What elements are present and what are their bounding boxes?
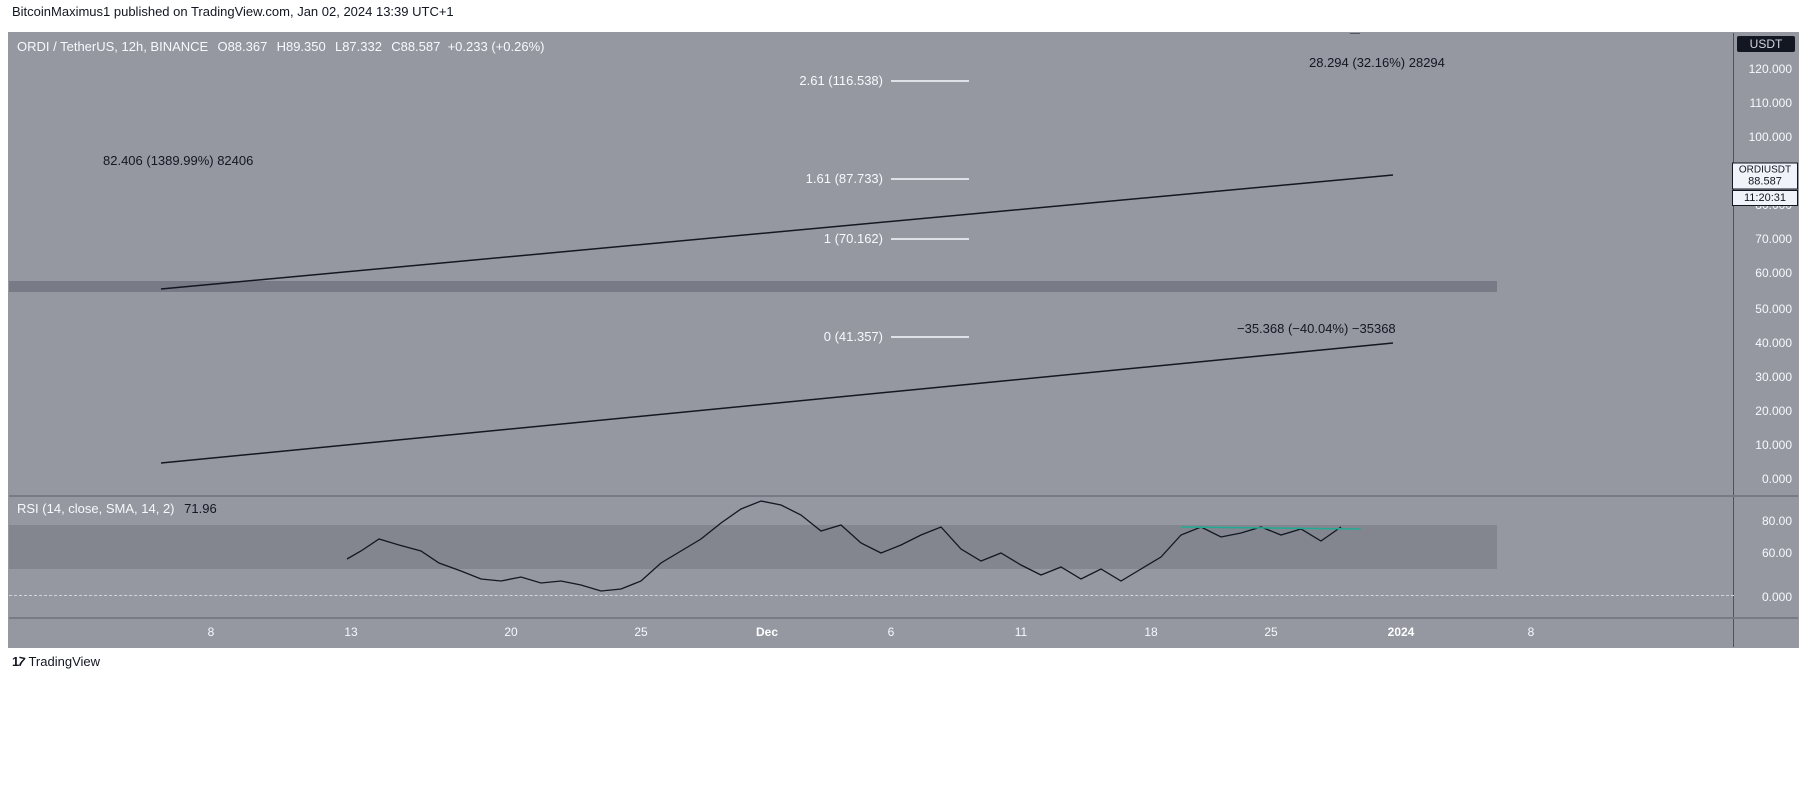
time-tick: 25 — [1264, 625, 1277, 639]
fib-label: 1.61 (87.733) — [806, 171, 883, 186]
price-chart[interactable]: ORDI / TetherUS, 12h, BINANCE O88.367 H8… — [9, 33, 1798, 495]
time-axis[interactable]: 8 13 20 25 Dec 6 11 18 25 2024 8 — [9, 617, 1798, 647]
price-tick: 100.000 — [1749, 130, 1792, 144]
rsi-tick: 80.00 — [1762, 514, 1792, 528]
time-tick: 8 — [208, 625, 215, 639]
chart-container: ORDI / TetherUS, 12h, BINANCE O88.367 H8… — [8, 32, 1799, 648]
price-tick: 120.000 — [1749, 62, 1792, 76]
price-tick: 10.000 — [1755, 438, 1792, 452]
time-tick: Dec — [756, 625, 778, 639]
measurement-label: 82.406 (1389.99%) 82406 — [103, 153, 253, 168]
price-badge: ORDIUSDT88.587 — [1732, 163, 1798, 190]
time-tick: 2024 — [1388, 625, 1415, 639]
price-axis-unit: USDT — [1737, 36, 1795, 52]
time-tick: 25 — [634, 625, 647, 639]
rsi-svg — [9, 497, 1497, 617]
time-tick: 11 — [1015, 625, 1027, 639]
price-tick: 110.000 — [1750, 96, 1793, 110]
measurement-label: 28.294 (32.16%) 28294 — [1309, 55, 1445, 70]
fib-label: 0 (41.357) — [824, 329, 883, 344]
price-tick: 70.000 — [1755, 232, 1792, 246]
price-axis[interactable]: USDT 120.000110.000100.00090.00080.00070… — [1733, 33, 1798, 495]
rsi-chart[interactable]: RSI (14, close, SMA, 14, 2) 71.96 80.006… — [9, 495, 1798, 617]
footer: 17 TradingView — [0, 648, 1807, 675]
price-tick: 0.000 — [1762, 472, 1792, 486]
fib-label: 1 (70.162) — [824, 231, 883, 246]
rsi-axis[interactable]: 80.00 60.00 0.000 — [1733, 497, 1798, 617]
rsi-midline — [9, 595, 1734, 596]
time-tick: 8 — [1528, 625, 1535, 639]
price-chart-svg — [9, 33, 1497, 495]
footer-brand: TradingView — [28, 654, 100, 669]
time-tick: 6 — [888, 625, 895, 639]
price-tick: 40.000 — [1755, 336, 1792, 350]
rsi-tick: 0.000 — [1762, 590, 1792, 604]
time-tick: 20 — [504, 625, 517, 639]
measurement-label: −35.368 (−40.04%) −35368 — [1237, 321, 1396, 336]
price-tick: 30.000 — [1755, 370, 1792, 384]
rsi-tick: 60.00 — [1762, 546, 1792, 560]
countdown-badge: 11:20:31 — [1732, 190, 1798, 206]
price-tick: 50.000 — [1755, 302, 1792, 316]
publish-header: BitcoinMaximus1 published on TradingView… — [0, 0, 1807, 32]
time-tick: 13 — [344, 625, 357, 639]
price-tick: 20.000 — [1755, 404, 1792, 418]
time-axis-corner — [1733, 619, 1798, 647]
time-tick: 18 — [1144, 625, 1157, 639]
publish-text: BitcoinMaximus1 published on TradingView… — [12, 4, 454, 19]
fib-label: 2.61 (116.538) — [799, 73, 883, 88]
tradingview-logo-icon: 17 — [12, 654, 24, 669]
price-tick: 60.000 — [1755, 266, 1792, 280]
